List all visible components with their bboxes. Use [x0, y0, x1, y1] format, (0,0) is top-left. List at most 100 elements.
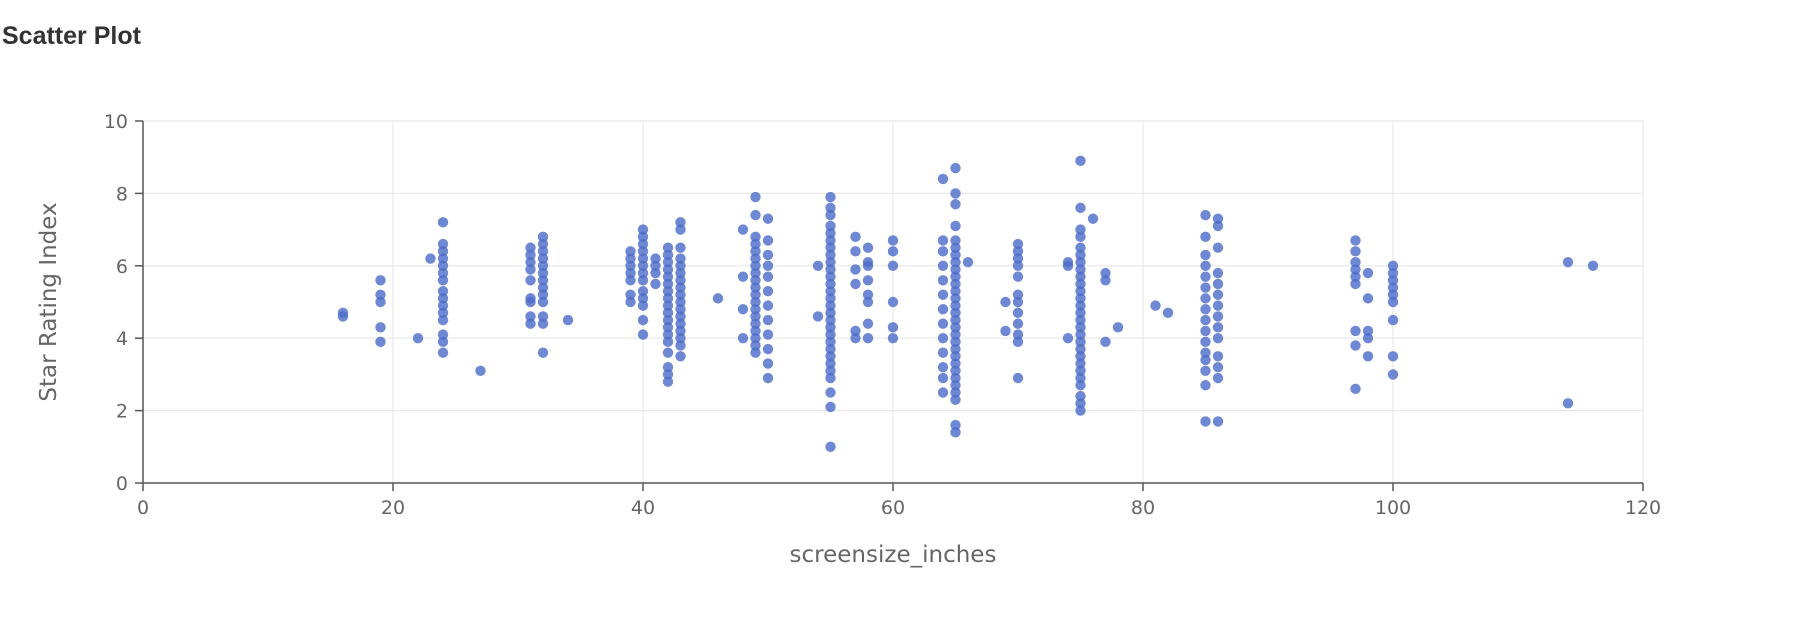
data-point	[1200, 282, 1211, 293]
data-point	[1000, 296, 1011, 308]
data-point	[1087, 213, 1099, 224]
data-point	[525, 256, 536, 268]
data-point	[1075, 372, 1086, 384]
data-point	[1075, 351, 1086, 362]
data-point	[525, 293, 536, 304]
data-point	[625, 267, 636, 279]
data-point	[750, 296, 761, 308]
data-point	[637, 246, 649, 257]
data-point	[862, 296, 874, 308]
data-point	[537, 231, 549, 243]
data-point	[950, 380, 961, 391]
data-point	[425, 253, 436, 264]
data-point	[662, 347, 674, 358]
y-tick-label: 10	[104, 111, 128, 133]
y-tick-label: 6	[116, 256, 128, 278]
data-point	[825, 322, 836, 333]
data-point	[750, 311, 761, 322]
data-point	[712, 293, 724, 304]
data-point	[1350, 325, 1361, 337]
data-point	[950, 300, 961, 311]
data-point	[437, 275, 449, 286]
data-point	[750, 260, 761, 271]
data-point	[862, 242, 874, 253]
x-tick-label: 40	[631, 497, 655, 519]
data-point	[1000, 325, 1011, 337]
data-point	[1200, 304, 1211, 315]
data-point	[537, 282, 549, 293]
data-point	[675, 260, 686, 271]
data-point	[1200, 314, 1211, 326]
x-tick-label: 120	[1625, 497, 1661, 519]
data-point	[537, 246, 549, 257]
data-point	[1362, 325, 1374, 337]
data-point	[375, 275, 386, 286]
data-point	[1012, 289, 1024, 300]
data-point	[1075, 314, 1086, 326]
data-point	[825, 293, 836, 304]
data-point	[762, 285, 774, 297]
data-point	[1200, 416, 1211, 427]
x-tick-label: 60	[881, 497, 905, 519]
data-point	[525, 264, 536, 275]
data-point	[762, 358, 774, 369]
data-point	[825, 235, 836, 246]
data-point	[950, 419, 961, 431]
data-point	[1200, 271, 1211, 282]
data-point	[1200, 325, 1211, 337]
data-point	[750, 340, 761, 351]
data-point	[675, 289, 686, 300]
data-point	[562, 314, 574, 326]
data-point	[1387, 267, 1399, 279]
data-point	[525, 242, 536, 253]
data-point	[662, 314, 674, 326]
data-point	[1200, 347, 1211, 358]
data-point	[637, 314, 649, 326]
data-point	[637, 253, 649, 264]
data-point	[675, 275, 686, 286]
data-point	[950, 188, 961, 199]
data-point	[537, 238, 549, 250]
data-point	[437, 347, 449, 358]
data-point	[1075, 293, 1086, 304]
data-point	[637, 285, 649, 297]
data-point	[650, 267, 661, 279]
data-points	[337, 155, 1599, 452]
data-point	[825, 387, 836, 398]
data-point	[662, 307, 674, 319]
data-point	[675, 224, 686, 235]
data-point	[1350, 235, 1361, 246]
data-point	[762, 260, 774, 271]
data-point	[862, 275, 874, 286]
data-point	[950, 358, 961, 369]
data-point	[950, 427, 961, 438]
data-point	[525, 311, 536, 322]
data-point	[950, 220, 961, 232]
data-point	[750, 267, 761, 279]
data-point	[1350, 256, 1361, 268]
data-point	[662, 369, 674, 380]
data-point	[1100, 336, 1111, 348]
data-point	[437, 300, 449, 311]
data-point	[937, 361, 949, 373]
data-point	[625, 253, 636, 264]
data-point	[950, 314, 961, 326]
data-point	[950, 162, 961, 174]
data-point	[637, 224, 649, 235]
x-axis-label: screensize_inches	[790, 542, 997, 568]
data-point	[737, 333, 749, 344]
data-point	[1075, 380, 1086, 391]
data-point	[625, 289, 636, 300]
data-point	[1362, 267, 1374, 279]
data-point	[762, 300, 774, 311]
data-point	[750, 318, 761, 329]
data-point	[675, 242, 686, 253]
data-point	[437, 246, 449, 257]
data-point	[750, 304, 761, 315]
data-point	[475, 365, 486, 376]
data-point	[537, 347, 549, 358]
data-point	[1075, 264, 1086, 275]
data-point	[1212, 267, 1224, 279]
data-point	[675, 304, 686, 315]
data-point	[750, 253, 761, 264]
